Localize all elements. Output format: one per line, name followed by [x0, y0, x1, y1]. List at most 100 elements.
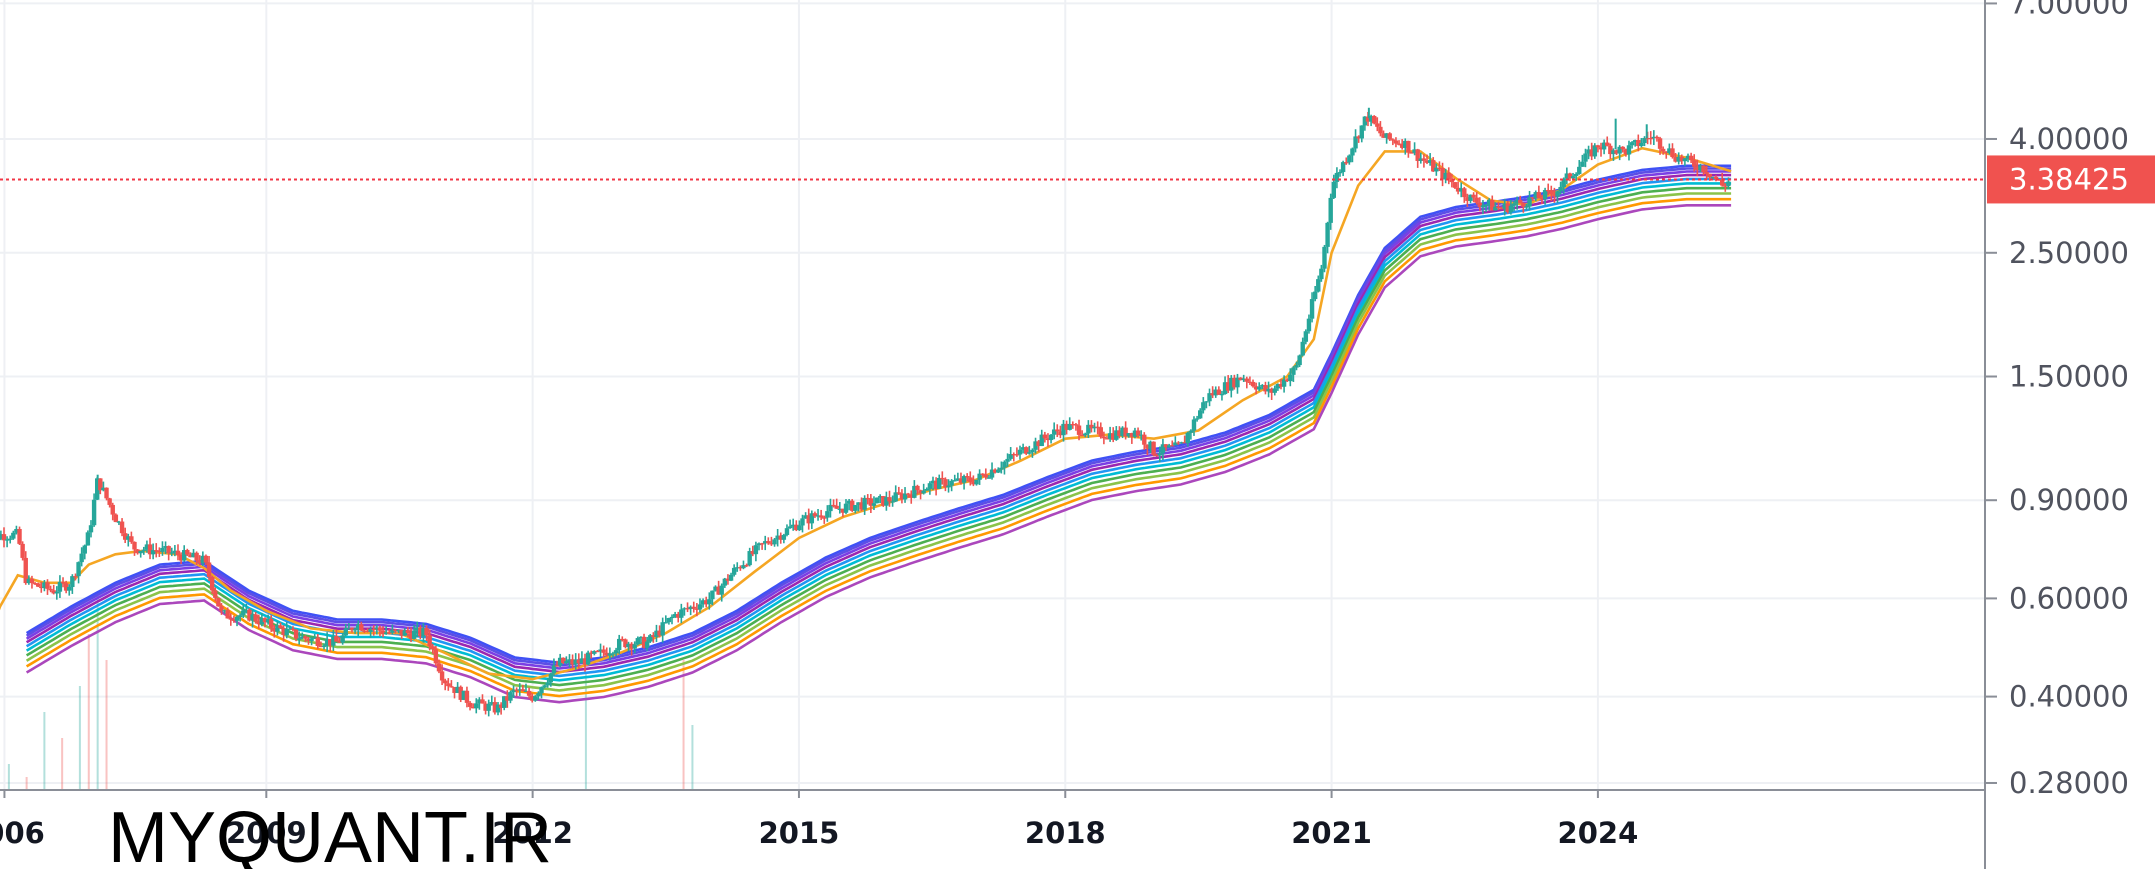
candle-body: [225, 610, 230, 619]
y-tick-label-1: 4.00000: [2009, 122, 2129, 156]
candle-body: [1654, 136, 1660, 139]
candle-body: [272, 627, 277, 632]
candle-body: [968, 477, 973, 482]
candle-body: [1518, 200, 1523, 203]
candle-body: [551, 665, 557, 674]
candle-body: [697, 604, 703, 610]
candle-body: [1272, 388, 1277, 393]
candle-body: [244, 609, 249, 611]
candle-body: [626, 643, 631, 648]
candle-body: [1340, 162, 1346, 173]
candle-body: [1216, 389, 1222, 395]
ma-long-line-5: [25, 182, 1732, 682]
candle-body: [253, 614, 258, 622]
candle-body: [772, 539, 777, 545]
ma-long-line-0: [25, 164, 1732, 665]
candle-body: [1378, 126, 1383, 134]
candle-body: [1707, 173, 1712, 178]
candle-body: [284, 628, 289, 636]
candle-body: [955, 478, 961, 481]
candle-body: [228, 618, 234, 620]
candle-body: [1101, 436, 1107, 439]
candle-body: [1437, 167, 1442, 169]
candle-body: [35, 583, 41, 587]
candle-body: [1111, 433, 1116, 440]
candle-body: [877, 496, 883, 498]
candle-body: [160, 547, 165, 552]
candle-body: [399, 629, 404, 636]
candle-body: [213, 590, 218, 598]
last-price-badge: [1987, 155, 2155, 204]
candle-body: [940, 477, 945, 480]
candle-body: [927, 483, 933, 489]
candle-body: [408, 633, 414, 639]
candle-body: [20, 543, 25, 558]
candle-body: [1396, 143, 1402, 145]
candle-body: [1117, 430, 1122, 437]
candle-body: [281, 628, 286, 636]
candle-body: [82, 545, 87, 554]
candle-body: [1138, 434, 1144, 436]
candle-body: [787, 526, 793, 529]
candle-body: [1440, 168, 1445, 180]
candle-body: [890, 501, 895, 503]
candle-body: [433, 649, 439, 664]
candle-body: [996, 469, 1001, 473]
candle-body: [523, 690, 529, 693]
candle-body: [682, 608, 687, 610]
candle-body: [1166, 445, 1172, 448]
y-tick-label-7: 0.28000: [2009, 766, 2129, 800]
candle-body: [91, 499, 97, 526]
candle-body: [1055, 429, 1060, 432]
candle-body: [1387, 133, 1392, 140]
candle-body: [116, 521, 122, 523]
candle-body: [822, 517, 827, 519]
candle-body: [1542, 190, 1548, 200]
candle-body: [1530, 197, 1535, 199]
last-price-line: 3.38425: [0, 155, 2155, 204]
y-tick-label-3: 1.50000: [2009, 359, 2129, 393]
candle-body: [1552, 194, 1557, 197]
candle-body: [1657, 138, 1663, 149]
candle-body: [1098, 427, 1103, 437]
candle-body: [452, 687, 457, 693]
candle-body: [1176, 442, 1181, 444]
candle-body: [467, 702, 473, 707]
candle-body: [1135, 430, 1141, 436]
candle-body: [679, 609, 684, 618]
candle-body: [26, 578, 32, 584]
candle-body: [1496, 206, 1501, 209]
candle-body: [1073, 424, 1079, 426]
candle-body: [402, 630, 408, 636]
candle-body: [1129, 433, 1135, 437]
candle-body: [1381, 133, 1386, 138]
candle-body: [1719, 179, 1725, 186]
candle-body: [150, 550, 156, 555]
candle-body: [1011, 454, 1016, 456]
candle-body: [794, 524, 799, 531]
candle-body: [884, 497, 889, 506]
candle-body: [42, 582, 47, 589]
candle-body: [67, 586, 72, 591]
candle-body: [1322, 246, 1327, 269]
candle-body: [1480, 205, 1486, 208]
candle-body: [418, 627, 423, 637]
candle-body: [1611, 150, 1616, 155]
candle-body: [529, 695, 535, 701]
candle-body: [800, 518, 805, 526]
volume-bar: [43, 712, 46, 790]
candle-body: [1020, 447, 1026, 450]
candle-body: [964, 476, 970, 478]
candle-body: [265, 619, 271, 623]
volume-bar: [61, 738, 64, 790]
candle-body: [1586, 149, 1591, 154]
candle-body: [396, 629, 401, 632]
candle-body: [1033, 441, 1038, 450]
candle-body: [1257, 386, 1262, 390]
candle-body: [1325, 222, 1330, 247]
candle-body: [971, 481, 976, 485]
candle-body: [843, 503, 849, 513]
candle-body: [722, 578, 728, 586]
candle-body: [1384, 133, 1389, 138]
